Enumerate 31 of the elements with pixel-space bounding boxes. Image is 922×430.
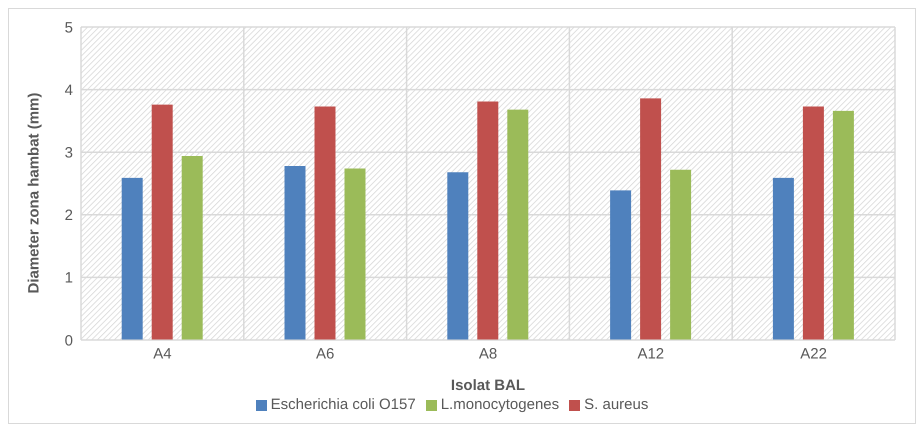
- y-tick-label: 2: [64, 207, 73, 224]
- bar: [802, 106, 824, 340]
- x-tick-label: A6: [316, 346, 334, 363]
- bar: [152, 104, 173, 340]
- legend-label: S. aureus: [584, 396, 648, 413]
- bar: [610, 190, 632, 340]
- bar: [640, 98, 662, 340]
- bar: [122, 178, 143, 340]
- bar: [832, 110, 854, 340]
- y-tick-label: 0: [64, 332, 73, 350]
- x-tick-label: A22: [800, 346, 827, 363]
- bar: [314, 106, 336, 340]
- bar: [477, 101, 498, 340]
- bar: [447, 172, 468, 340]
- x-axis-title: Isolat BAL: [450, 377, 526, 394]
- y-tick-label: 1: [64, 270, 73, 287]
- y-tick-label: 5: [64, 19, 73, 36]
- y-tick-label: 4: [64, 82, 73, 99]
- y-tick-label: 3: [64, 144, 73, 162]
- legend-label: L.monocytogenes: [440, 396, 560, 413]
- x-tick-label: A8: [478, 346, 498, 363]
- x-tick-label: A12: [637, 346, 664, 363]
- bar: [772, 178, 794, 340]
- bar: [182, 156, 203, 340]
- x-tick-label: A4: [153, 346, 172, 363]
- bar: [284, 166, 306, 340]
- y-axis-title: Diameter zona hambat (mm): [25, 92, 42, 294]
- bar: [344, 168, 366, 340]
- bar: [507, 110, 528, 340]
- bar: [670, 170, 692, 340]
- legend-label: Escherichia coli O157: [270, 396, 416, 413]
